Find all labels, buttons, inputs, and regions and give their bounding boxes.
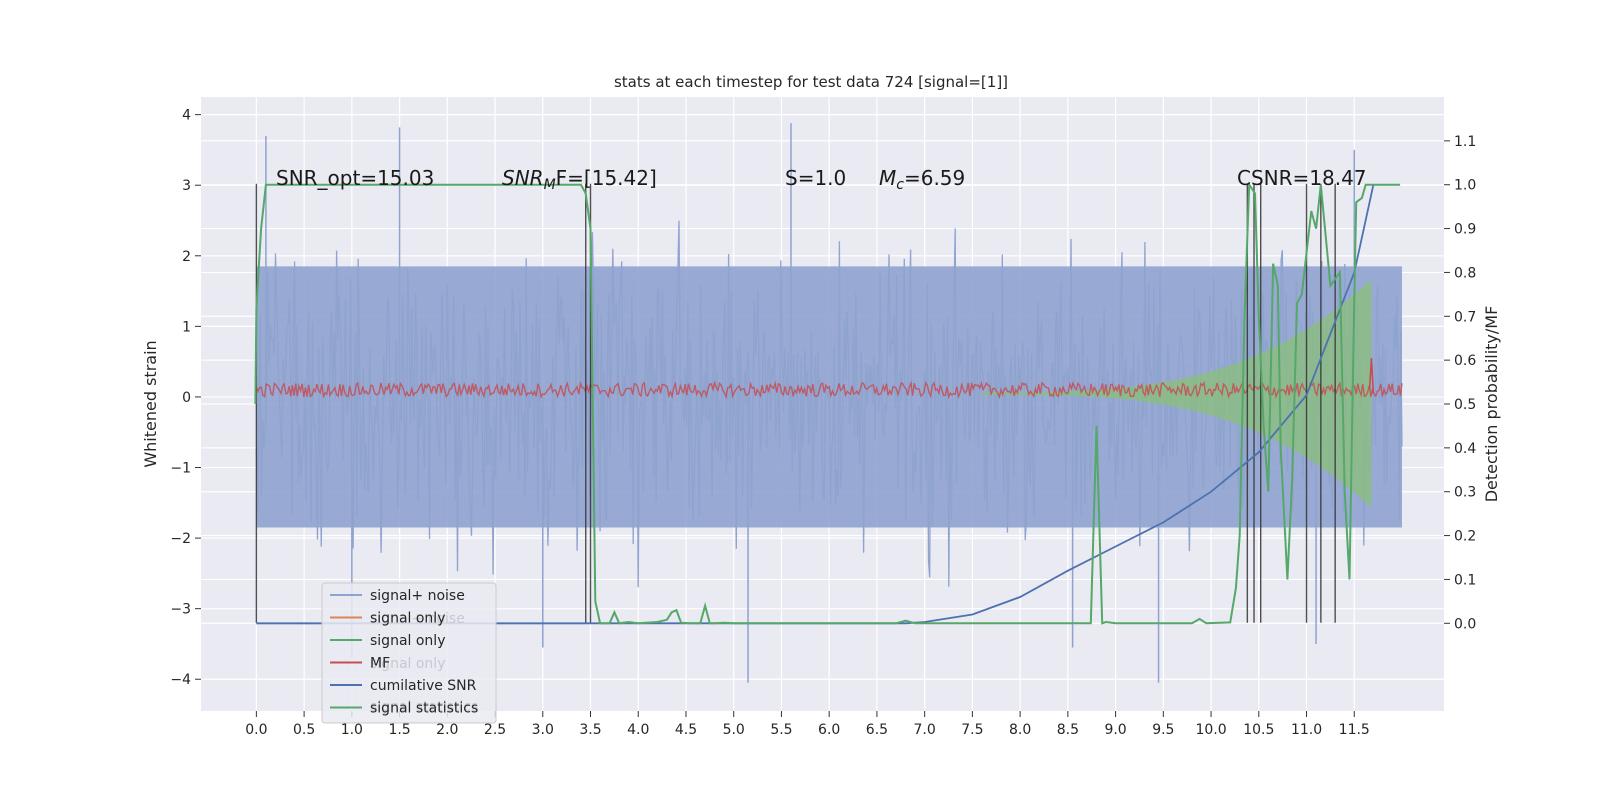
x-tick-label: 1.5	[388, 722, 410, 738]
x-tick-label: 8.5	[1057, 722, 1079, 738]
y-axis-label-right: Detection probability/MF	[1482, 306, 1501, 503]
mf-trace	[255, 380, 1403, 400]
x-tick-label: 10.5	[1243, 722, 1274, 738]
x-tick-label: 3.5	[579, 722, 601, 738]
y-tick-label-left: −2	[170, 531, 191, 547]
y-tick-label-right: 0.1	[1454, 572, 1476, 588]
y-tick-label-left: −4	[170, 672, 191, 688]
legend-label: signal statistics	[370, 701, 478, 717]
cumulative-snr-line	[256, 184, 1375, 625]
y-tick-label-right: 0.2	[1454, 529, 1476, 545]
legend-label: signal only	[370, 633, 445, 649]
y-tick-label-right: 0.9	[1454, 222, 1476, 238]
x-tick-label: 0.0	[245, 722, 267, 738]
x-tick-label: 1.0	[341, 722, 363, 738]
x-tick-label: 5.5	[770, 722, 792, 738]
x-tick-label: 2.5	[484, 722, 506, 738]
x-tick-label: 10.0	[1195, 722, 1226, 738]
y-tick-label-left: 2	[182, 249, 191, 265]
cumulative-snr-series	[256, 184, 1375, 625]
x-tick-label: 5.0	[723, 722, 745, 738]
y-tick-label-right: 0.8	[1454, 265, 1476, 281]
annotation-snr-mf-suffix: F=[15.42]	[556, 166, 657, 190]
legend-label: MF	[370, 656, 390, 672]
y-tick-label-left: −3	[170, 602, 191, 618]
y-tick-label-right: 0.4	[1454, 441, 1476, 457]
y-tick-label-right: 0.6	[1454, 353, 1476, 369]
legend-label: signal only	[370, 611, 445, 627]
y-tick-label-left: 0	[182, 390, 191, 406]
annotation-snr-mf-sub: M	[544, 177, 556, 193]
left-axis-ticks: −4 −3 −2 −1 0 1 2 3 4	[170, 108, 201, 688]
y-tick-label-right: 1.0	[1454, 178, 1476, 194]
annotation-s: S=1.0	[785, 166, 846, 190]
y-tick-label-left: 4	[182, 108, 191, 124]
annotation-snr-opt: SNR_opt=15.03	[276, 166, 434, 190]
x-tick-label: 9.0	[1104, 722, 1126, 738]
x-tick-label: 4.0	[627, 722, 649, 738]
x-tick-label: 7.5	[961, 722, 983, 738]
x-tick-label: 6.0	[818, 722, 840, 738]
x-tick-label: 7.0	[914, 722, 936, 738]
annotation-mc-prefix: M	[879, 166, 896, 190]
y-tick-label-right: 0.5	[1454, 397, 1476, 413]
annotation-snr-mf-prefix: SNR	[502, 166, 544, 190]
mf-peak	[1368, 358, 1375, 394]
right-axis-ticks: 0.0 0.1 0.2 0.3 0.4 0.5 0.6 0.7 0.8 0.9 1.0 1.1	[1444, 134, 1476, 632]
x-tick-label: 0.5	[293, 722, 315, 738]
x-tick-label: 9.5	[1152, 722, 1174, 738]
y-tick-label-right: 0.3	[1454, 485, 1476, 501]
x-tick-label: 2.0	[436, 722, 458, 738]
annotation-mc: Mc=6.59	[879, 166, 965, 193]
y-tick-label-left: −1	[170, 461, 191, 477]
y-tick-label-right: 1.1	[1454, 134, 1476, 150]
legend-box	[321, 582, 497, 724]
legend-ghost-label: signal statistics	[370, 699, 478, 715]
x-tick-label: 4.5	[675, 722, 697, 738]
chart-title: stats at each timestep for test data 724…	[614, 73, 1008, 91]
signal-statistics-series	[254, 181, 1401, 625]
x-tick-label: 3.0	[532, 722, 554, 738]
legend: signal+ noise signal only signal statist…	[321, 582, 497, 724]
y-tick-label-left: 3	[182, 178, 191, 194]
annotation-csnr: CSNR=18.47	[1237, 166, 1367, 190]
legend-ghost-label: signal+ noise	[370, 611, 465, 627]
annotation-mc-suffix: =6.59	[904, 166, 965, 190]
x-tick-label: 11.0	[1291, 722, 1322, 738]
mf-series	[255, 358, 1403, 400]
legend-ghost-label: signal only	[370, 656, 445, 672]
annotation-snr-mf: SNRMF=[15.42]	[502, 166, 657, 193]
y-axis-label-left: Whitened strain	[141, 340, 160, 467]
y-tick-label-right: 0.7	[1454, 309, 1476, 325]
y-tick-label-left: 1	[182, 319, 191, 335]
legend-label: signal+ noise	[370, 588, 465, 604]
y-tick-label-right: 0.0	[1454, 616, 1476, 632]
x-tick-label: 11.5	[1339, 722, 1370, 738]
annotation-mc-sub: c	[896, 177, 904, 193]
x-axis-ticks: 0.0 0.5 1.0 1.5 2.0 2.5 3.0 3.5 4.0 4.5 5.0 5.5 6.0 6…	[245, 711, 1370, 738]
legend-label: cumilative SNR	[370, 678, 477, 694]
x-tick-label: 6.5	[866, 722, 888, 738]
signal-statistics-line	[254, 181, 1401, 625]
x-tick-label: 8.0	[1009, 722, 1031, 738]
